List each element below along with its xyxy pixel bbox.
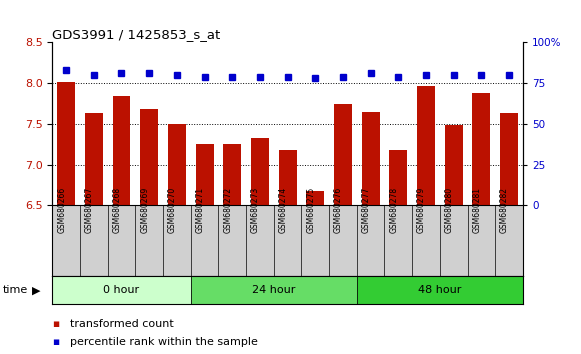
Text: GSM680275: GSM680275: [306, 187, 315, 233]
Bar: [334, 104, 352, 205]
Bar: [223, 144, 241, 205]
Text: GSM680279: GSM680279: [417, 187, 426, 233]
Bar: [113, 96, 131, 205]
Text: transformed count: transformed count: [70, 319, 174, 329]
Bar: [306, 191, 324, 205]
Bar: [251, 138, 269, 205]
Bar: [279, 150, 296, 205]
Bar: [444, 125, 462, 205]
Bar: [196, 144, 214, 205]
Text: GSM680276: GSM680276: [334, 187, 343, 233]
Text: GSM680281: GSM680281: [472, 187, 482, 233]
Text: GSM680280: GSM680280: [444, 187, 454, 233]
Bar: [52, 276, 191, 304]
Text: percentile rank within the sample: percentile rank within the sample: [70, 337, 257, 347]
Text: GSM680278: GSM680278: [389, 187, 399, 233]
Bar: [57, 82, 75, 205]
Text: GSM680269: GSM680269: [140, 187, 149, 233]
Text: GSM680282: GSM680282: [500, 187, 509, 233]
Bar: [389, 150, 407, 205]
Text: GSM680271: GSM680271: [196, 187, 205, 233]
Bar: [357, 276, 523, 304]
Text: ◾: ◾: [52, 319, 59, 329]
Text: GSM680277: GSM680277: [361, 187, 371, 233]
Text: ◾: ◾: [52, 337, 59, 347]
Bar: [168, 124, 186, 205]
Text: GSM680266: GSM680266: [57, 187, 66, 233]
Bar: [472, 93, 490, 205]
Bar: [361, 112, 379, 205]
Text: time: time: [3, 285, 28, 295]
Text: GSM680273: GSM680273: [251, 187, 260, 233]
Text: GSM680272: GSM680272: [223, 187, 232, 233]
Bar: [417, 86, 435, 205]
Bar: [191, 276, 357, 304]
Text: GSM680268: GSM680268: [113, 187, 121, 233]
Text: GDS3991 / 1425853_s_at: GDS3991 / 1425853_s_at: [52, 28, 221, 41]
Text: GSM680267: GSM680267: [85, 187, 94, 233]
Text: 24 hour: 24 hour: [252, 285, 296, 295]
Text: GSM680274: GSM680274: [279, 187, 288, 233]
Text: 0 hour: 0 hour: [103, 285, 139, 295]
Text: 48 hour: 48 hour: [418, 285, 461, 295]
Bar: [85, 113, 103, 205]
Bar: [140, 109, 158, 205]
Bar: [500, 113, 518, 205]
Text: GSM680270: GSM680270: [168, 187, 177, 233]
Text: ▶: ▶: [32, 285, 41, 295]
